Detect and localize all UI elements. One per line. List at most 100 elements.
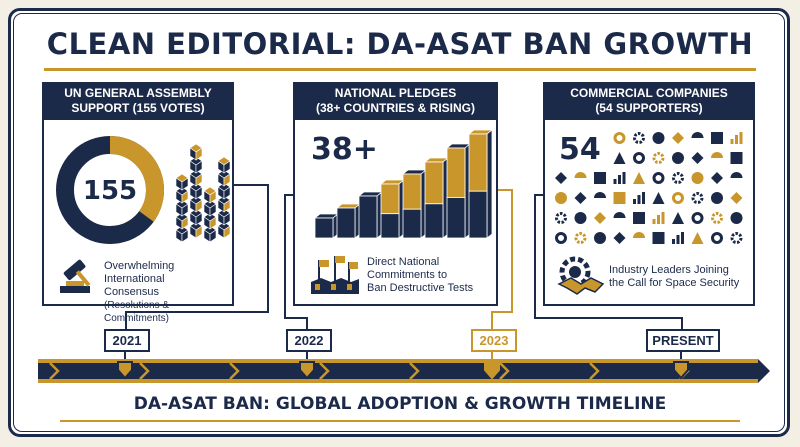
cube-right xyxy=(195,186,203,200)
company-logo-gear xyxy=(691,192,704,204)
caption-line1: Industry Leaders Joining xyxy=(609,264,729,276)
timeline-chevron xyxy=(499,362,510,380)
panel-heading: NATIONAL PLEDGES (38+ COUNTRIES & RISING… xyxy=(293,82,498,120)
panel-un-general-assembly: UN GENERAL ASSEMBLY SUPPORT (155 VOTES) … xyxy=(42,82,234,324)
cube-right xyxy=(195,212,203,226)
timeline-arrow-head xyxy=(758,359,770,383)
company-logo-tri xyxy=(672,212,684,224)
company-logo-circle xyxy=(672,152,684,164)
caption-line2: Commitments to xyxy=(367,269,448,281)
company-logo-gear xyxy=(574,232,587,244)
company-logo-circle xyxy=(691,172,704,184)
donut-gold-segment xyxy=(109,136,164,222)
bar-navy xyxy=(336,207,356,239)
cube-right xyxy=(181,229,189,242)
company-logo-circle xyxy=(574,212,587,224)
company-logo-ring xyxy=(691,212,704,224)
title-underline xyxy=(44,68,756,71)
company-logo-square xyxy=(711,132,723,144)
company-logo-bars xyxy=(672,232,684,244)
companies-number: 54 xyxy=(559,132,601,167)
company-logo-ring xyxy=(613,132,626,144)
cube-left xyxy=(203,229,211,242)
cube-right xyxy=(209,229,217,242)
company-logo-half xyxy=(691,132,704,138)
cube-left xyxy=(175,229,183,242)
panel-heading-line2: SUPPORT (155 VOTES) xyxy=(71,101,205,115)
company-logo-half xyxy=(594,192,606,198)
company-logo-bars xyxy=(613,172,626,184)
cube-right xyxy=(195,173,203,187)
company-logo-square xyxy=(633,212,645,224)
pledges-number: 38+ xyxy=(311,132,378,167)
cube-right xyxy=(223,212,231,226)
cube-right xyxy=(209,203,217,217)
connector-2023 xyxy=(491,189,513,330)
caption-line1: Direct National xyxy=(367,256,440,268)
panel-heading: UN GENERAL ASSEMBLY SUPPORT (155 VOTES) xyxy=(42,82,234,120)
cube-right xyxy=(223,160,231,174)
connector-2021 xyxy=(125,184,269,330)
timeline-marker xyxy=(299,361,315,380)
company-logo-square xyxy=(613,192,626,204)
company-logo-gear xyxy=(633,132,645,144)
timeline-chevron xyxy=(49,362,60,380)
company-logo-gear xyxy=(711,212,723,224)
caption-line1: Overwhelming International xyxy=(104,260,175,285)
cube-right xyxy=(181,203,189,217)
panel-caption: Industry Leaders Joining the Call for Sp… xyxy=(609,264,754,290)
cube-right xyxy=(195,160,203,174)
company-logo-circle xyxy=(555,192,567,204)
company-logo-diamond xyxy=(711,172,723,184)
bar-navy xyxy=(358,195,378,239)
company-logo-half xyxy=(730,172,743,178)
cube-right xyxy=(223,199,231,213)
subtitle-underline xyxy=(60,420,740,422)
company-logo-tri xyxy=(613,152,626,164)
cube-right xyxy=(195,225,203,239)
cube-right xyxy=(223,186,231,200)
company-logo-half xyxy=(633,232,645,238)
company-logo-tri xyxy=(652,192,665,204)
panel-caption: Overwhelming International Consensus (Re… xyxy=(104,260,234,325)
panel-heading-line1: UN GENERAL ASSEMBLY xyxy=(64,86,212,100)
bar-gold xyxy=(402,173,422,210)
company-logo-tri xyxy=(691,232,704,244)
company-logo-square xyxy=(594,172,606,184)
company-logo-half xyxy=(711,152,723,158)
milestone-2021: 2021 xyxy=(104,329,150,352)
timeline-marker xyxy=(484,361,500,380)
votes-donut-chart xyxy=(56,136,164,244)
company-logo-diamond xyxy=(574,192,587,204)
panel-commercial-companies: COMMERCIAL COMPANIES (54 SUPPORTERS) 54 … xyxy=(543,82,755,306)
milestone-stem-2023 xyxy=(491,350,493,362)
caption-line2: the Call for Space Security xyxy=(609,277,740,289)
rising-bars-icon xyxy=(313,129,494,239)
company-logo-circle xyxy=(652,132,665,144)
inner-frame xyxy=(13,13,785,432)
votes-number: 155 xyxy=(82,176,138,206)
company-logo-tri xyxy=(633,172,645,184)
flags-icon xyxy=(311,256,359,294)
bar-navy xyxy=(380,213,400,239)
bar-navy xyxy=(424,203,444,239)
company-logo-square xyxy=(652,232,665,244)
handshake-gear-icon xyxy=(557,256,605,295)
bar-navy xyxy=(402,208,422,239)
panel-national-pledges: NATIONAL PLEDGES (38+ COUNTRIES & RISING… xyxy=(293,82,498,306)
cube-right xyxy=(223,173,231,187)
bar-navy xyxy=(468,190,488,239)
panel-heading-line1: COMMERCIAL COMPANIES xyxy=(570,86,728,100)
panel-heading-line2: (54 SUPPORTERS) xyxy=(595,101,703,115)
milestone-2022: 2022 xyxy=(286,329,332,352)
company-logo-ring xyxy=(711,232,723,244)
gavel-icon xyxy=(60,259,91,293)
panel-caption: Direct National Commitments to Ban Destr… xyxy=(367,256,497,295)
timeline-subtitle: DA-ASAT BAN: GLOBAL ADOPTION & GROWTH TI… xyxy=(133,394,667,414)
timeline-chevron xyxy=(409,362,420,380)
company-logo-diamond xyxy=(555,172,567,184)
timeline-chevron xyxy=(319,362,330,380)
milestone-2023: 2023 xyxy=(471,329,517,352)
timeline-chevron xyxy=(139,362,150,380)
